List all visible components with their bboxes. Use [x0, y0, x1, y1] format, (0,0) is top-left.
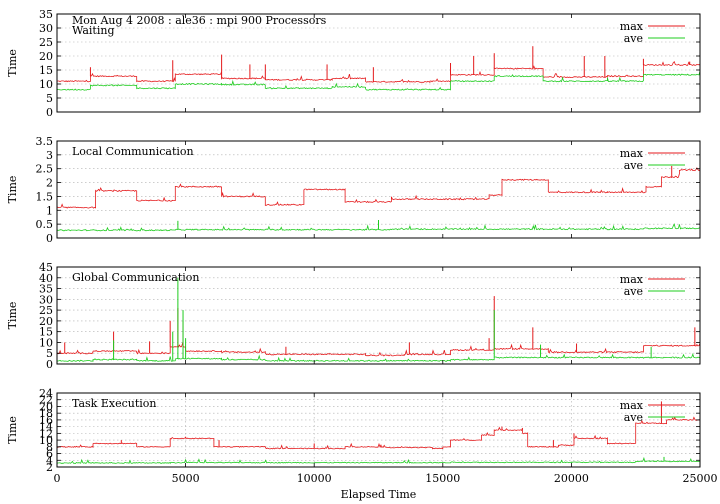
legend-label-max: max: [620, 20, 644, 33]
y-tick-label: 10: [39, 336, 53, 349]
y-tick-label: 0: [46, 358, 53, 371]
y-tick-label: 4: [46, 454, 53, 467]
y-tick-label: 45: [39, 261, 53, 274]
y-tick-label: 0.5: [36, 218, 54, 231]
series-line-max: [57, 61, 701, 83]
y-tick-label: 2.5: [36, 163, 54, 176]
y-tick-label: 12: [39, 427, 53, 440]
y-tick-label: 20: [39, 400, 53, 413]
y-tick-label: 18: [39, 407, 53, 420]
series-line-max: [56, 167, 701, 209]
series-line-ave: [56, 456, 701, 465]
y-tick-label: 25: [39, 36, 53, 49]
x-axis-label: Elapsed Time: [341, 488, 417, 501]
y-tick-label: 35: [39, 8, 53, 21]
y-tick-label: 35: [39, 283, 53, 296]
y-tick-label: 10: [39, 78, 53, 91]
y-tick-label: 3.5: [36, 135, 54, 148]
legend-label-ave: ave: [624, 159, 643, 172]
legend-label-ave: ave: [624, 411, 643, 424]
y-tick-label: 40: [39, 272, 53, 285]
panel-title: Waiting: [72, 24, 115, 37]
y-tick-label: 0: [46, 106, 53, 119]
y-axis-label: Time: [6, 49, 19, 77]
x-tick-label: 15000: [425, 472, 460, 485]
y-tick-label: 30: [39, 22, 53, 35]
y-axis-label: Time: [6, 176, 19, 204]
plot-frame: [56, 13, 701, 113]
y-tick-label: 22: [39, 394, 53, 407]
series-line-max: [56, 416, 701, 450]
legend-label-max: max: [620, 147, 644, 160]
legend-label-ave: ave: [624, 32, 643, 45]
y-tick-label: 15: [39, 326, 53, 339]
plot-frame: [56, 392, 701, 468]
y-tick-label: 14: [39, 421, 53, 434]
legend-label-ave: ave: [624, 285, 643, 298]
y-tick-label: 16: [39, 414, 53, 427]
y-tick-label: 5: [46, 92, 53, 105]
x-tick-label: 20000: [554, 472, 589, 485]
panel-title: Local Communication: [72, 145, 194, 158]
x-tick-label: 5000: [172, 472, 200, 485]
y-axis-label: Time: [6, 302, 19, 330]
series-line-max: [56, 341, 701, 357]
legend-label-max: max: [620, 399, 644, 412]
plot-frame: [56, 266, 701, 365]
panel-title: Task Execution: [72, 397, 156, 410]
y-tick-label: 6: [46, 448, 53, 461]
y-tick-label: 24: [39, 387, 53, 400]
x-tick-label: 25000: [683, 472, 718, 485]
legend-label-max: max: [620, 273, 644, 286]
y-tick-label: 30: [39, 293, 53, 306]
y-tick-label: 20: [39, 315, 53, 328]
y-tick-label: 5: [46, 347, 53, 360]
chart-header: Mon Aug 4 2008 : ale36 : mpi 900 Process…: [72, 14, 327, 27]
plot-frame: [56, 140, 701, 239]
chart-panel-2: 00.511.522.533.5 Time Local Communication m…: [6, 135, 701, 245]
x-tick-label: 10000: [297, 472, 332, 485]
y-tick-label: 20: [39, 50, 53, 63]
y-tick-label: 25: [39, 304, 53, 317]
y-axis-label: Time: [6, 416, 19, 444]
y-tick-label: 10: [39, 434, 53, 447]
y-tick-label: 1: [46, 204, 53, 217]
y-tick-label: 1.5: [36, 190, 54, 203]
y-tick-label: 2: [46, 461, 53, 474]
x-tick-label: 0: [54, 472, 61, 485]
y-tick-label: 0: [46, 232, 53, 245]
series-line-ave: [56, 70, 701, 91]
panel-title: Global Communication: [72, 271, 200, 284]
y-tick-label: 15: [39, 64, 53, 77]
series-line-ave: [56, 352, 701, 362]
y-tick-label: 2: [46, 177, 53, 190]
y-tick-label: 8: [46, 441, 53, 454]
y-tick-label: 3: [46, 149, 53, 162]
